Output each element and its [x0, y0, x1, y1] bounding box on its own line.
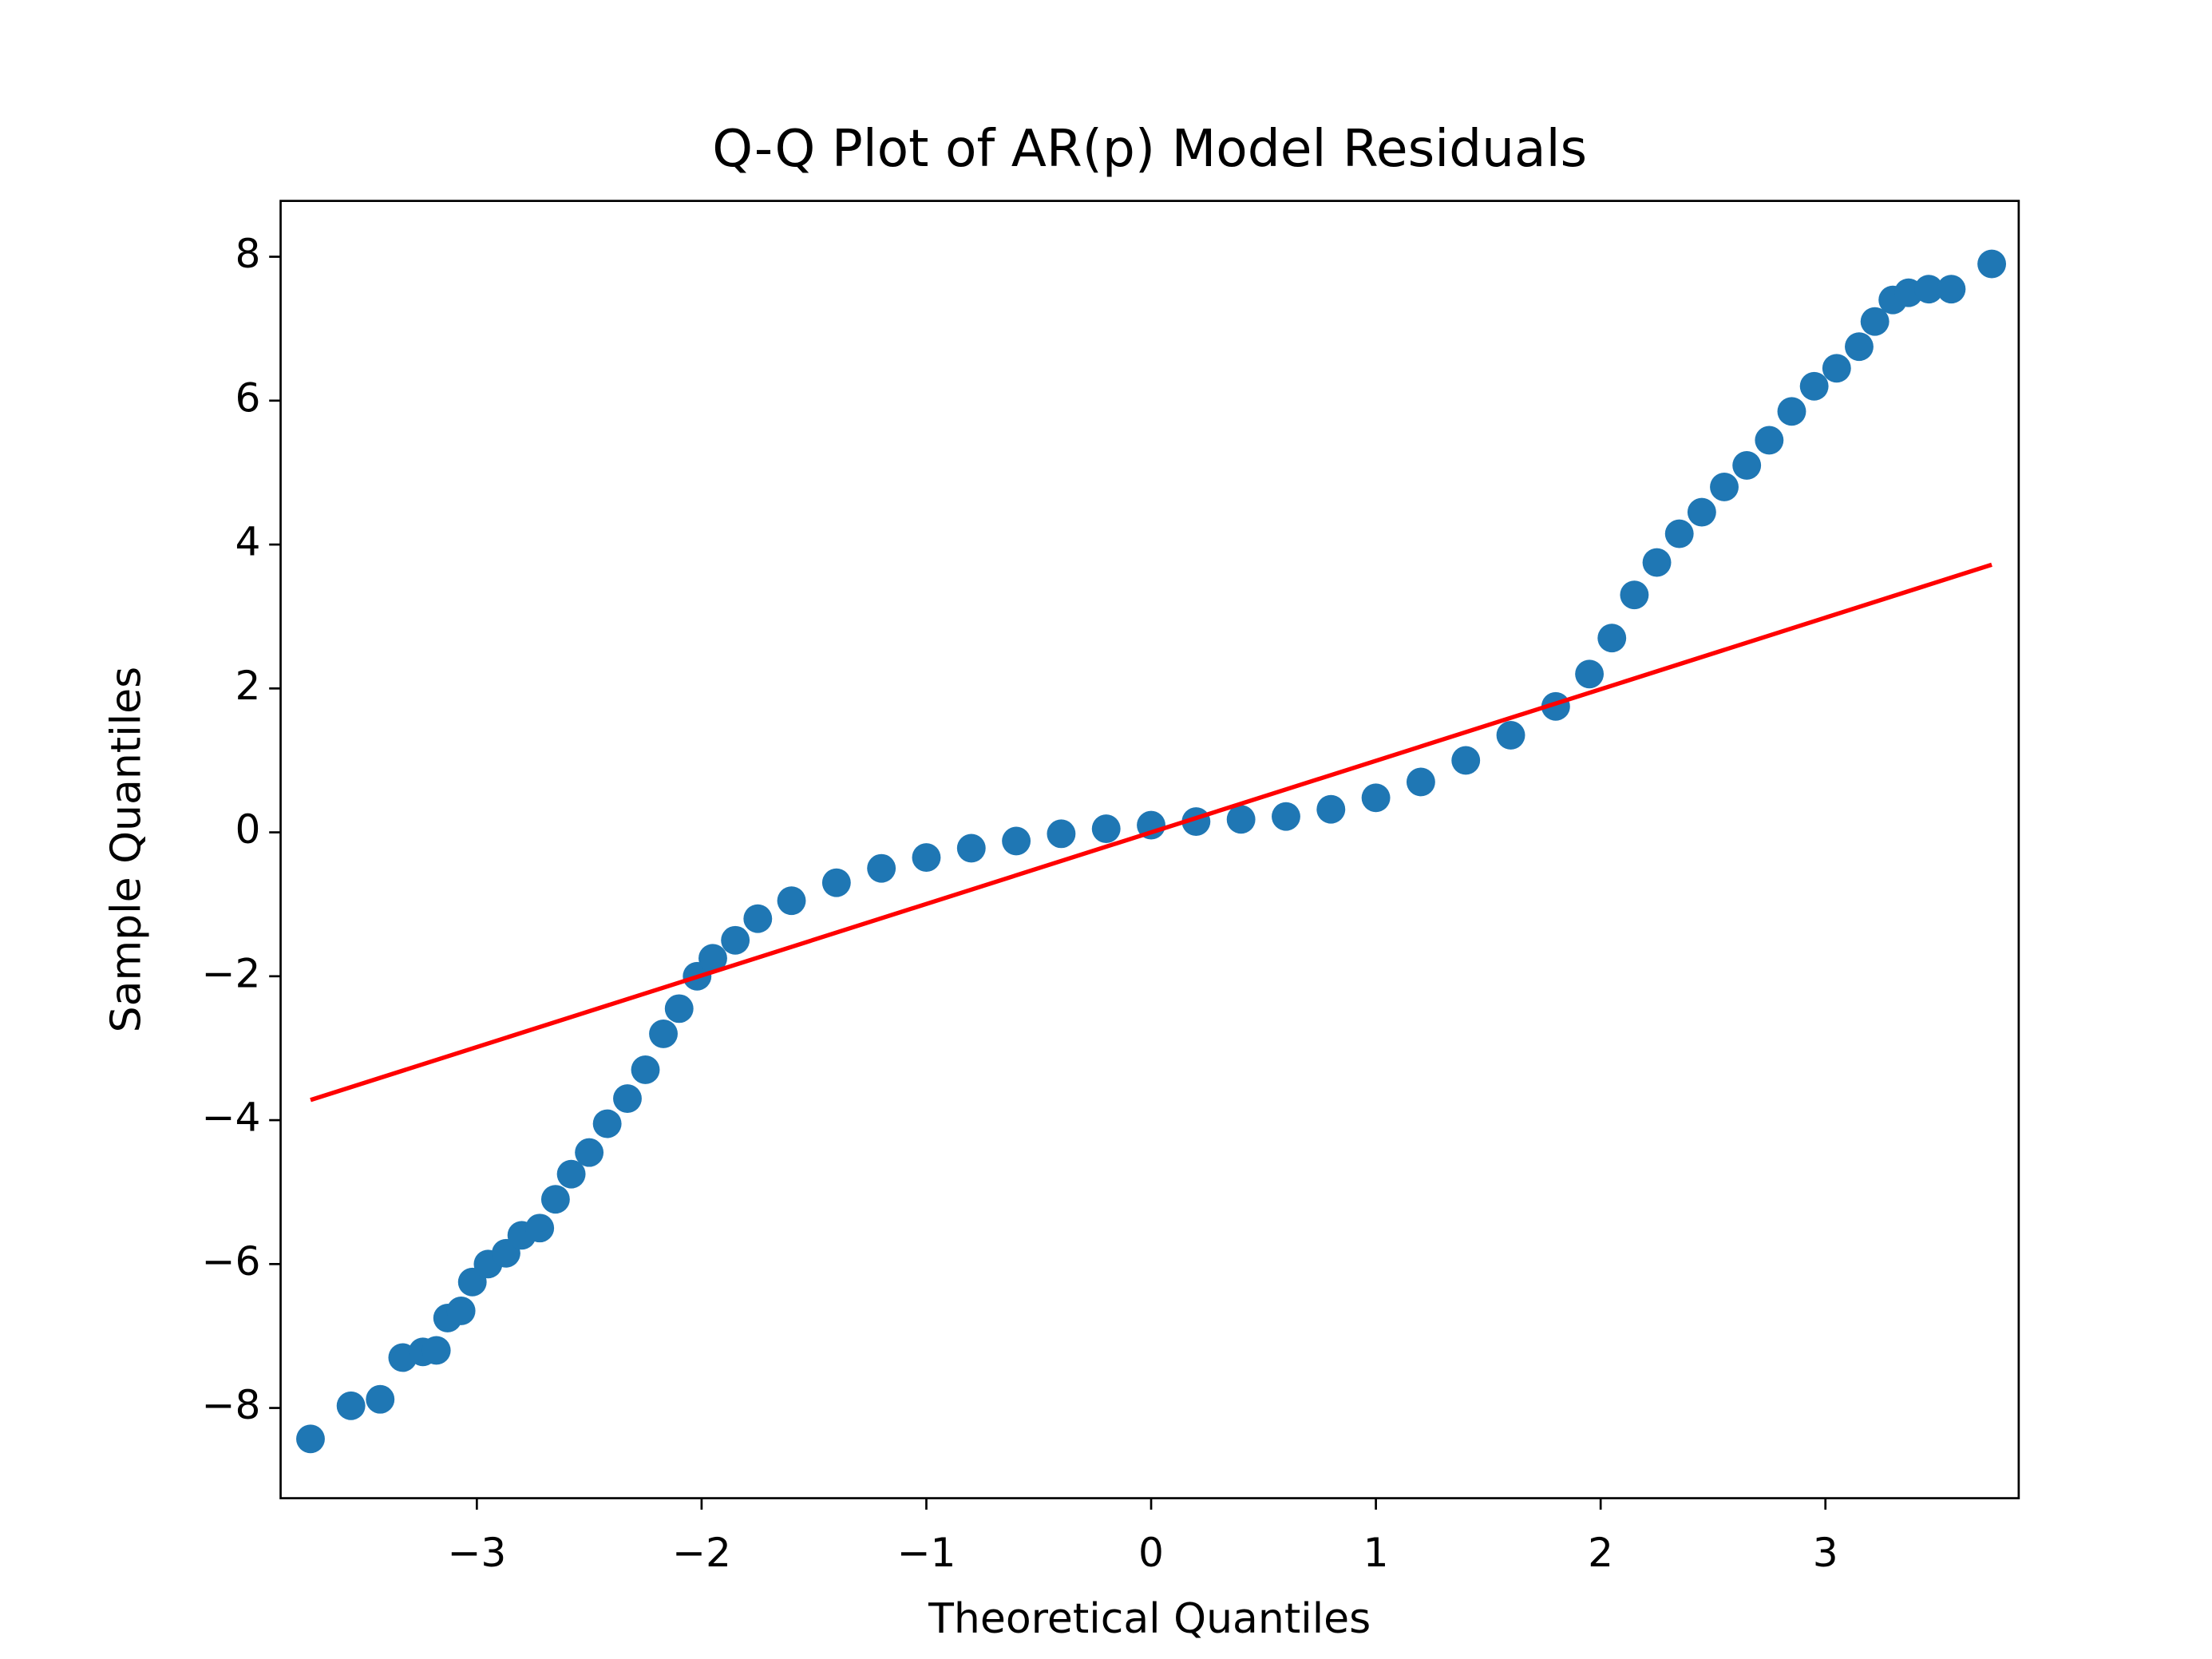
data-point	[421, 1336, 451, 1365]
data-point	[1845, 332, 1874, 362]
data-point	[336, 1391, 366, 1420]
data-point	[1710, 473, 1739, 501]
data-point	[1642, 548, 1672, 577]
y-tick-label: 2	[235, 662, 260, 709]
data-point	[1406, 767, 1435, 797]
data-point	[698, 944, 727, 973]
data-point	[1914, 275, 1944, 304]
data-point	[1755, 426, 1784, 455]
data-point	[1361, 783, 1391, 813]
data-point	[1977, 249, 2007, 279]
data-point	[1272, 802, 1300, 831]
data-point	[1799, 371, 1829, 401]
data-point	[956, 833, 986, 863]
y-tick-label: −8	[201, 1381, 260, 1428]
data-point	[1937, 275, 1966, 304]
plot-frame	[279, 200, 2020, 1499]
data-point	[592, 1109, 622, 1138]
chart-title: Q-Q Plot of AR(p) Model Residuals	[712, 119, 1587, 179]
data-point	[1002, 826, 1031, 856]
y-tick-label: −6	[201, 1237, 260, 1285]
data-point	[743, 904, 773, 933]
data-point	[1860, 307, 1889, 336]
data-point	[867, 853, 896, 883]
data-point	[912, 843, 941, 873]
data-point	[540, 1185, 570, 1214]
data-point	[1687, 497, 1716, 527]
y-tick-label: 8	[235, 230, 260, 277]
x-tick-label: 0	[1138, 1529, 1164, 1576]
x-tick-label: −3	[447, 1529, 506, 1576]
y-tick-label: 4	[235, 518, 260, 565]
data-point	[821, 868, 851, 897]
data-point	[1597, 624, 1627, 653]
data-point	[1575, 659, 1605, 689]
x-tick-label: 2	[1588, 1529, 1613, 1576]
data-point	[1777, 397, 1806, 426]
x-tick-label: 3	[1813, 1529, 1838, 1576]
data-point	[296, 1424, 325, 1454]
data-point	[366, 1384, 395, 1414]
data-point	[525, 1214, 555, 1243]
x-tick-label: −1	[896, 1529, 956, 1576]
y-tick-label: −4	[201, 1094, 260, 1141]
data-point	[556, 1159, 586, 1189]
data-point	[1091, 814, 1121, 843]
y-tick-label: 0	[235, 806, 260, 853]
data-point	[1496, 720, 1525, 750]
y-tick-label: 6	[235, 374, 260, 421]
data-point	[1451, 746, 1481, 775]
y-axis-label: Sample Quantiles	[102, 667, 150, 1033]
data-point	[631, 1055, 660, 1084]
data-point	[1664, 519, 1694, 548]
data-point	[721, 925, 750, 955]
data-point	[1047, 819, 1076, 849]
data-point	[1822, 354, 1851, 383]
data-point	[1226, 805, 1256, 834]
data-point	[1620, 580, 1649, 610]
data-point	[446, 1296, 476, 1325]
x-axis-label: Theoretical Quantiles	[928, 1595, 1371, 1643]
data-point	[777, 886, 806, 916]
fit-line	[310, 562, 1992, 1103]
x-tick-label: −2	[672, 1529, 731, 1576]
x-tick-label: 1	[1363, 1529, 1389, 1576]
data-point	[1316, 794, 1346, 824]
data-point	[1732, 451, 1762, 480]
data-point	[575, 1138, 604, 1167]
data-point	[613, 1084, 642, 1113]
y-tick-label: −2	[201, 949, 260, 996]
data-point	[664, 994, 694, 1024]
data-point	[649, 1019, 678, 1048]
